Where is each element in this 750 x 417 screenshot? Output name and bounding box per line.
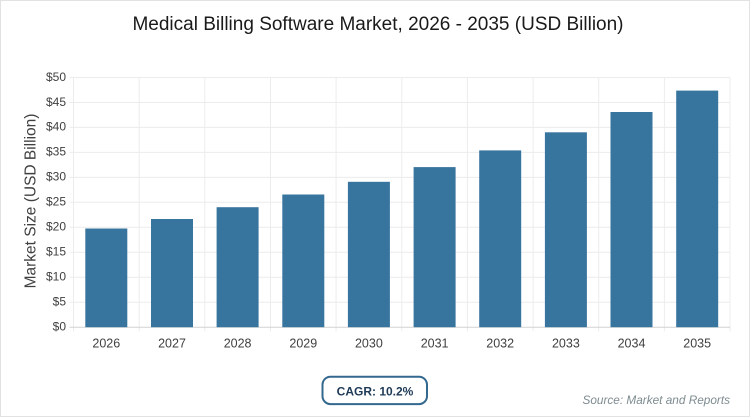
svg-text:$15: $15: [46, 245, 66, 259]
svg-text:$30: $30: [46, 170, 66, 184]
svg-text:2030: 2030: [355, 336, 383, 350]
svg-text:$50: $50: [46, 70, 66, 84]
svg-text:$40: $40: [46, 120, 66, 134]
svg-text:$5: $5: [53, 295, 67, 309]
svg-text:$45: $45: [46, 95, 66, 109]
svg-text:2035: 2035: [683, 336, 711, 350]
svg-text:2027: 2027: [158, 336, 186, 350]
svg-text:2029: 2029: [289, 336, 317, 350]
svg-text:$20: $20: [46, 220, 66, 234]
svg-text:Medical Billing Software Marke: Medical Billing Software Market, 2026 - …: [132, 14, 623, 35]
svg-text:Source: Market and Reports: Source: Market and Reports: [582, 393, 730, 407]
svg-text:2028: 2028: [224, 336, 252, 350]
svg-text:$0: $0: [53, 320, 67, 334]
svg-text:$25: $25: [46, 195, 66, 209]
svg-text:$10: $10: [46, 270, 66, 284]
svg-text:$35: $35: [46, 145, 66, 159]
svg-text:2031: 2031: [421, 336, 449, 350]
svg-text:2034: 2034: [618, 336, 646, 350]
svg-text:2032: 2032: [486, 336, 514, 350]
svg-text:2026: 2026: [92, 336, 120, 350]
svg-text:Market Size (USD Billion): Market Size (USD Billion): [22, 114, 39, 289]
svg-text:2033: 2033: [552, 336, 580, 350]
svg-text:CAGR: 10.2%: CAGR: 10.2%: [337, 385, 414, 399]
